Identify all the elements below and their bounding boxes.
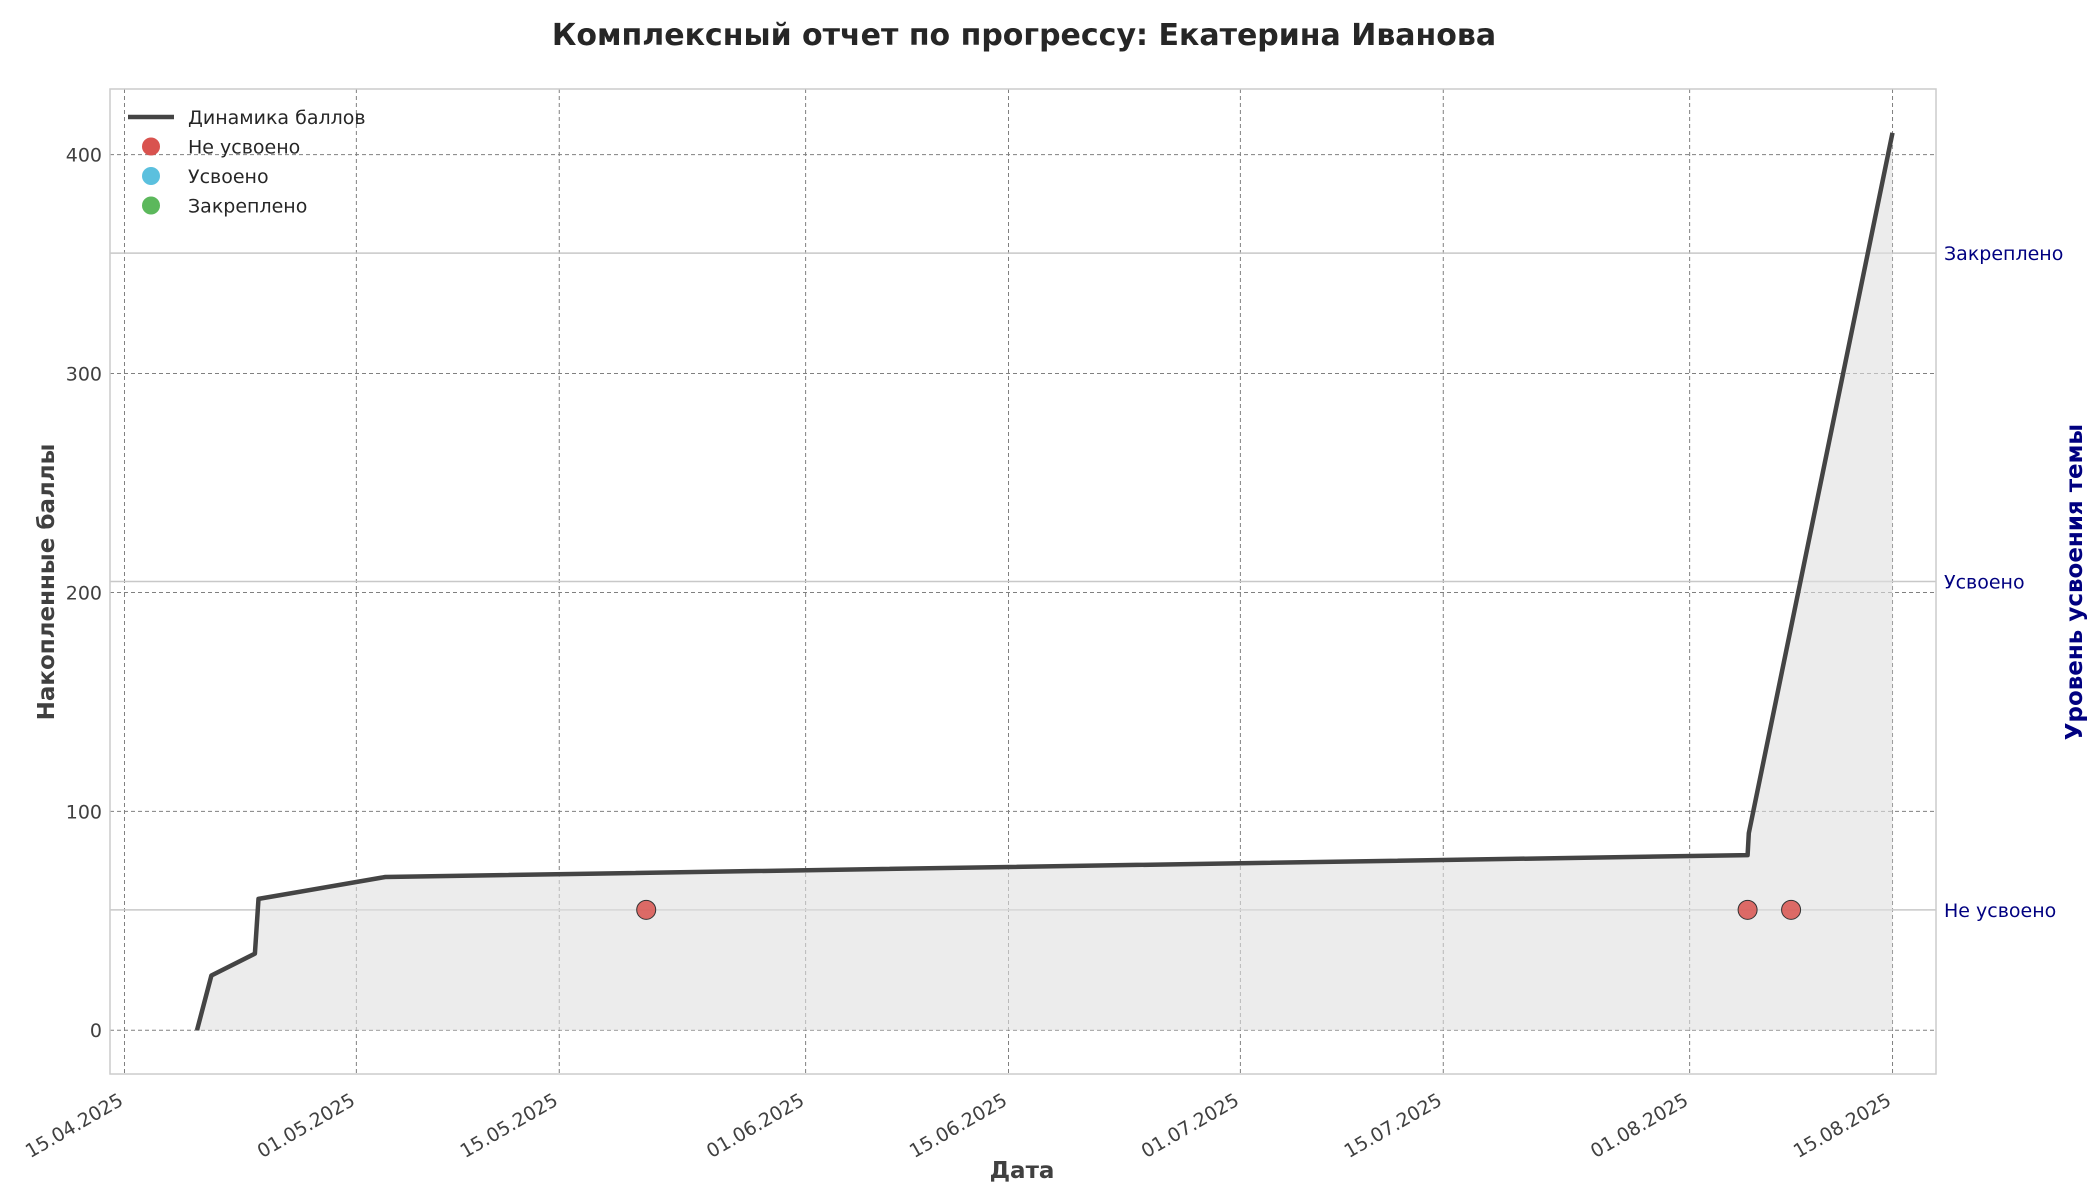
legend-dot-marker	[142, 137, 160, 156]
legend-entry-label: Динамика баллов	[188, 107, 366, 129]
score-area-fill	[197, 132, 1893, 1031]
plot-frame	[109, 88, 1937, 1075]
y-tick-label: 200	[66, 582, 102, 604]
right-tick-label: Не усвоено	[1944, 900, 2056, 922]
legend-entry-label: Не усвоено	[188, 137, 300, 159]
legend-dot-marker	[142, 196, 160, 215]
right-tick-label: Закреплено	[1944, 243, 2063, 265]
y-tick-label: 0	[90, 1020, 102, 1042]
scatter-point	[1781, 899, 1802, 920]
legend-entry-label: Усвоено	[188, 166, 269, 188]
right-tick-label: Усвоено	[1944, 572, 2025, 594]
x-axis-label: Дата	[990, 1158, 1055, 1184]
scatter-point	[1737, 899, 1758, 920]
y-tick-label: 300	[66, 364, 102, 386]
legend-dot-marker	[142, 167, 160, 185]
y-axis-ticks: 0 100 200 300 400	[66, 145, 102, 1043]
y-tick-label: 400	[66, 145, 102, 167]
right-y-axis-label: Уровень усвоения темы	[2062, 424, 2088, 741]
scatter-point	[636, 899, 657, 920]
legend: Динамика баллов Не усвоено Усвоено Закрепле…	[128, 107, 366, 218]
scatter-points	[636, 899, 1802, 920]
y-tick-label: 100	[66, 801, 102, 823]
legend-entry-label: Закреплено	[188, 196, 307, 218]
chart-title: Комплексный отчет по прогрессу: Екатерин…	[552, 18, 1496, 53]
score-line	[194, 132, 1895, 1031]
y-axis-label: Накопленные баллы	[34, 444, 60, 721]
